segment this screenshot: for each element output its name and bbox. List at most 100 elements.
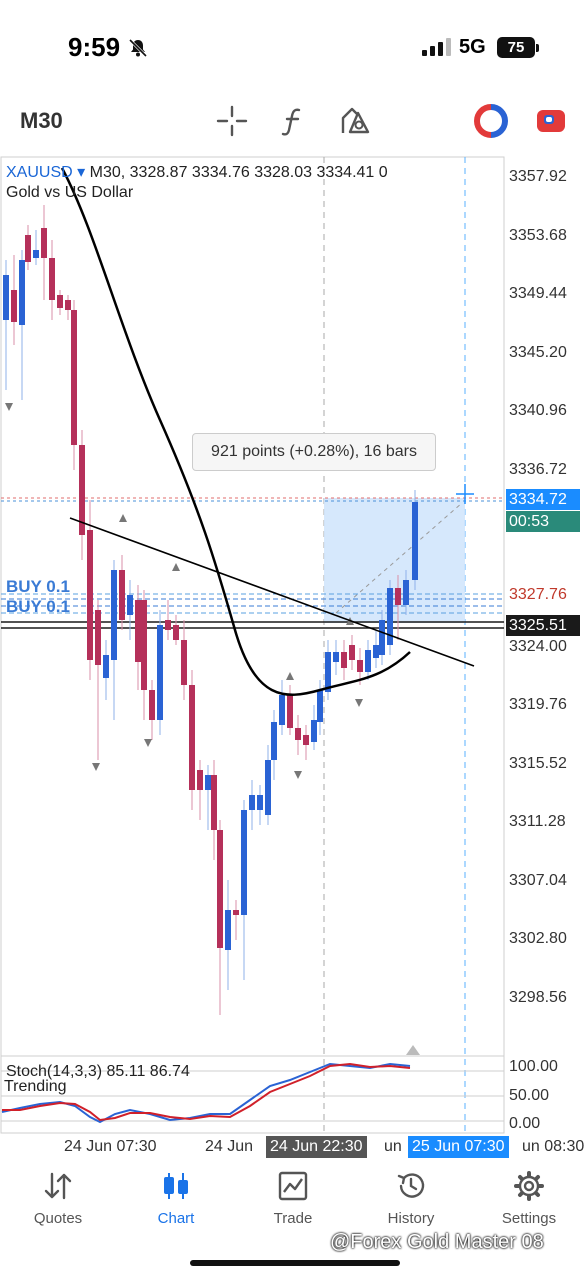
candle-body: [119, 570, 125, 620]
symbol-name[interactable]: XAUUSD: [6, 164, 73, 181]
nav-history-label: History: [387, 1210, 435, 1227]
candle-body: [71, 310, 77, 445]
home-indicator: [190, 1260, 400, 1266]
candle-body: [79, 445, 85, 535]
price-axis-label: 3311.28: [509, 813, 566, 830]
settings-icon: [514, 1171, 544, 1201]
trade-icon: [278, 1171, 308, 1201]
candle-body: [11, 290, 17, 322]
candle-body: [373, 645, 379, 658]
nav-history[interactable]: History: [356, 1160, 466, 1240]
nav-settings-label: Settings: [501, 1210, 557, 1227]
bell-muted-icon: [128, 38, 148, 58]
price-axis-label: 3324.00: [509, 638, 567, 655]
candle-body: [49, 258, 55, 300]
level-black-tag: 3325.51: [506, 615, 580, 636]
nav-trade[interactable]: Trade: [238, 1160, 348, 1240]
trade-indicator-icon[interactable]: [474, 104, 508, 138]
candle-body: [317, 690, 323, 722]
candle-body: [103, 655, 109, 678]
stoch-axis-100: 100.00: [509, 1058, 558, 1075]
nav-chart-label: Chart: [157, 1210, 195, 1227]
stoch-label: Stoch(14,3,3) 85.11 86.74: [6, 1063, 190, 1080]
candle-body: [279, 695, 285, 725]
price-axis-label: 3345.20: [509, 344, 567, 361]
time-label-1: 24 Jun 07:30: [64, 1138, 157, 1155]
price-axis-label: 3336.72: [509, 461, 567, 478]
stoch-marker-icon: [406, 1045, 420, 1055]
timeframe-button[interactable]: M30: [20, 108, 63, 133]
candle-body: [3, 275, 9, 320]
level-red-tag: 3327.76: [506, 584, 580, 605]
candle-body: [141, 600, 147, 690]
candle-body: [41, 228, 47, 258]
battery-level: 75: [497, 37, 535, 58]
candle-body: [19, 260, 25, 325]
function-icon[interactable]: [277, 104, 311, 138]
symbol-description: Gold vs US Dollar: [6, 184, 134, 201]
nav-chart[interactable]: Chart: [121, 1160, 231, 1240]
bottom-nav: Quotes Chart Trade History: [0, 1160, 588, 1240]
chart-toolbar: M30: [0, 96, 588, 154]
candle-body: [379, 620, 385, 655]
stoch-axis-50: 50.00: [509, 1087, 550, 1104]
symbol-header[interactable]: XAUUSD ▾ M30, 3328.87 3334.76 3328.03 33…: [6, 162, 388, 182]
candle-body: [57, 295, 63, 308]
objects-icon[interactable]: [338, 104, 372, 138]
measure-tooltip: 921 points (+0.28%), 16 bars: [192, 433, 436, 471]
stoch-axis-0: 0.00: [509, 1115, 541, 1132]
price-axis-label: 3353.68: [509, 227, 567, 244]
candle-body: [387, 588, 393, 645]
candle-body: [341, 652, 347, 668]
candle-body: [127, 595, 133, 615]
clock: 9:59: [68, 32, 121, 62]
candle-body: [135, 600, 141, 662]
watermark: @Forex Gold Master 08: [330, 1231, 544, 1253]
candle-body: [25, 235, 31, 262]
chart-frame: [0, 156, 505, 1134]
price-axis-label: 3319.76: [509, 696, 567, 713]
candle-body: [181, 640, 187, 685]
candle-body: [349, 645, 355, 660]
toggle-icon[interactable]: [534, 104, 568, 138]
fractal-arrows: [5, 403, 363, 779]
price-axis-label: 3315.52: [509, 755, 567, 772]
candle-body: [395, 588, 401, 605]
candle-body: [325, 652, 331, 692]
price-axis-label: 3357.92: [509, 168, 567, 185]
candle-body: [265, 760, 271, 815]
candle-body: [205, 775, 211, 790]
order-label[interactable]: BUY 0.1: [6, 577, 70, 596]
candle-body: [403, 580, 409, 605]
candlesticks: [3, 205, 418, 1015]
price-chart[interactable]: BUY 0.1 BUY 0.1: [0, 156, 588, 1136]
candle-body: [173, 625, 179, 640]
history-icon: [397, 1173, 425, 1198]
network-type: 5G: [459, 36, 486, 58]
crosshair-icon[interactable]: [215, 104, 249, 138]
candle-body: [233, 910, 239, 915]
price-axis-label: 3340.96: [509, 402, 567, 419]
price-axis-label: 3349.44: [509, 285, 567, 302]
time-label-4: un 08:30: [522, 1138, 585, 1155]
candle-body: [149, 690, 155, 720]
nav-settings[interactable]: Settings: [474, 1160, 584, 1240]
nav-quotes[interactable]: Quotes: [3, 1160, 113, 1240]
candle-body: [111, 570, 117, 660]
candle-body: [189, 685, 195, 790]
price-axis-label: 3302.80: [509, 930, 567, 947]
candle-body: [211, 775, 217, 830]
candle-body: [257, 795, 263, 810]
order-label-2[interactable]: BUY 0.1: [6, 597, 70, 616]
candle-body: [287, 695, 293, 728]
trend-line: [69, 517, 475, 667]
symbol-dropdown-icon[interactable]: ▾: [77, 164, 86, 181]
candle-body: [225, 910, 231, 950]
nav-quotes-label: Quotes: [33, 1210, 83, 1227]
candle-body: [65, 300, 71, 310]
time-label-3: un: [384, 1138, 402, 1155]
candle-body: [95, 610, 101, 665]
candle-body: [33, 250, 39, 258]
candle-body: [412, 502, 418, 580]
price-axis-label: 3298.56: [509, 989, 567, 1006]
